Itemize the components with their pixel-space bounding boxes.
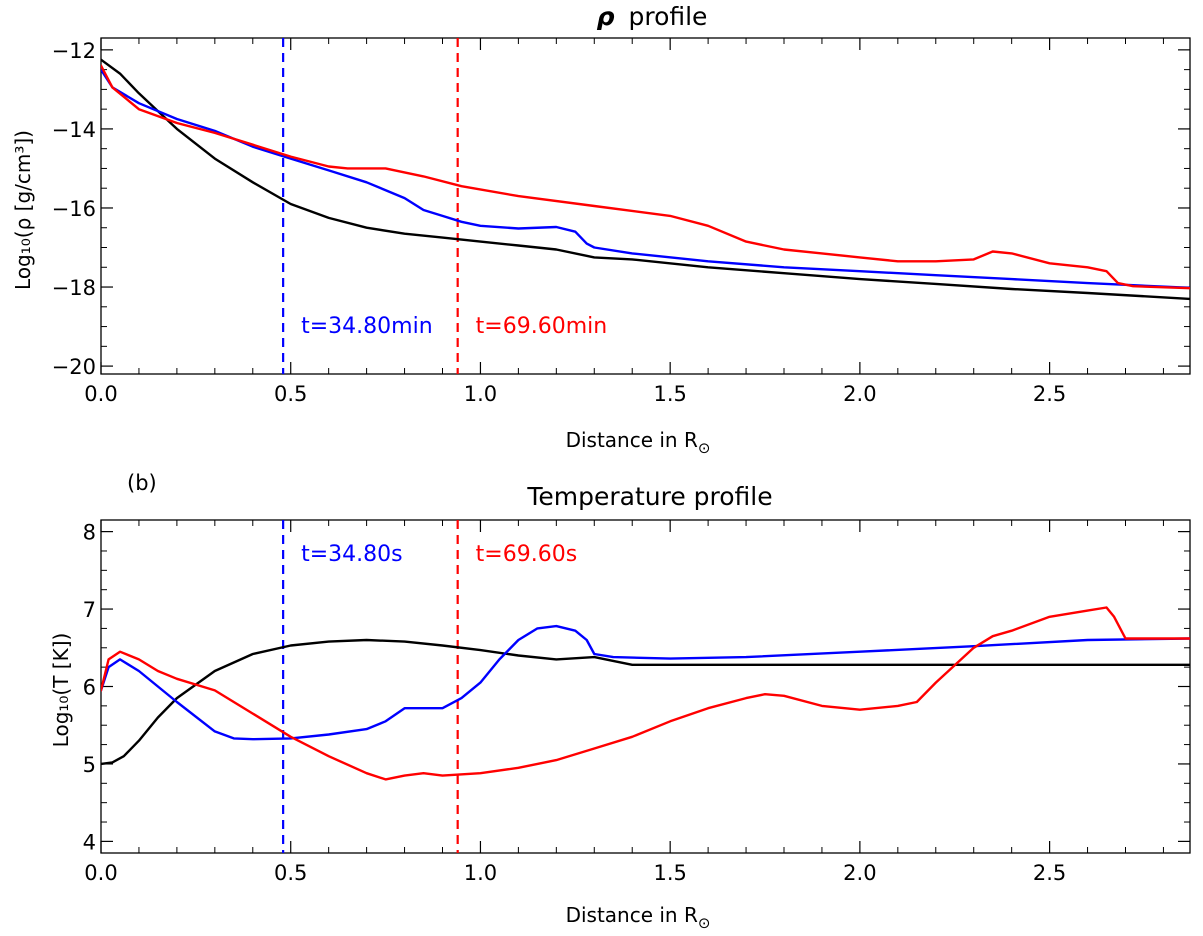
temperature-ytick-label: 4 — [83, 830, 96, 854]
density-xtick-label: 1.0 — [464, 382, 497, 406]
density-series-t-69-60min — [101, 64, 1190, 290]
density-time-label-1: t=34.80min — [301, 314, 433, 339]
temperature-ytick-label: 6 — [83, 676, 96, 700]
density-ytick-label: −20 — [52, 355, 96, 379]
density-ytick-label: −16 — [52, 197, 96, 221]
temperature-panel: (b) Temperature profile Log₁₀(T [K]) Dis… — [49, 471, 1191, 932]
temperature-xlabel-sun-symbol: ⊙ — [698, 914, 711, 932]
density-time-label-2: t=69.60min — [476, 314, 608, 339]
density-xlabel-text: Distance in R — [566, 428, 698, 452]
density-xtick-label: 1.5 — [653, 382, 686, 406]
density-panel: ρ profile Log₁₀(ρ [g/cm³]) Distance in R⊙… — [11, 2, 1191, 457]
density-ylabel-group: Log₁₀(ρ [g/cm³]) — [11, 130, 35, 290]
density-xtick-label: 0.0 — [84, 382, 117, 406]
temperature-series-initial — [101, 638, 1190, 766]
density-ytick-label: −18 — [52, 276, 96, 300]
density-xlabel-sun-symbol: ⊙ — [698, 439, 711, 457]
panel-b-tag: (b) — [127, 471, 157, 495]
temperature-series-t-69-60s — [101, 606, 1190, 781]
temperature-time-label-1: t=34.80s — [301, 542, 403, 567]
density-series-initial — [101, 58, 1190, 301]
temperature-ytick-label: 8 — [83, 521, 96, 545]
temperature-series-t-34-80s — [101, 624, 1190, 741]
temperature-ylabel-group: Log₁₀(T [K]) — [49, 633, 73, 748]
temperature-xtick-label: 0.5 — [274, 861, 307, 885]
density-title-text: profile — [628, 2, 707, 31]
density-xlabel: Distance in R⊙ — [566, 428, 711, 457]
temperature-xlabel-text: Distance in R — [566, 903, 698, 927]
temperature-frame — [100, 519, 1191, 854]
density-ytick-label: −12 — [52, 39, 96, 63]
density-series-t-34-80min — [101, 68, 1190, 289]
temperature-ylabel: Log₁₀(T [K]) — [49, 633, 73, 748]
temperature-xtick-label: 0.0 — [84, 861, 117, 885]
density-ylabel: Log₁₀(ρ [g/cm³]) — [11, 130, 35, 290]
temperature-title: Temperature profile — [526, 482, 772, 511]
temperature-xtick-label: 2.0 — [843, 861, 876, 885]
density-title: ρ profile — [597, 2, 708, 31]
temperature-ytick-label: 7 — [83, 598, 96, 622]
temperature-time-label-2: t=69.60s — [476, 542, 578, 567]
density-title-symbol: ρ — [597, 2, 615, 31]
density-xtick-label: 2.5 — [1033, 382, 1066, 406]
temperature-xtick-label: 2.5 — [1033, 861, 1066, 885]
temperature-plot-area: 0.0 0.5 1.0 1.5 2.0 2.5 4 5 6 7 8 t=34.80s t=69.60s — [83, 519, 1191, 885]
density-xtick-label: 2.0 — [843, 382, 876, 406]
density-frame — [100, 37, 1191, 375]
temperature-xtick-label: 1.0 — [464, 861, 497, 885]
temperature-ytick-label: 5 — [83, 753, 96, 777]
temperature-xlabel: Distance in R⊙ — [566, 903, 711, 932]
temperature-xtick-label: 1.5 — [653, 861, 686, 885]
density-plot-area: 0.0 0.5 1.0 1.5 2.0 2.5 −20 −18 −16 −14 −12 t=34.80… — [52, 37, 1191, 406]
density-ytick-label: −14 — [52, 118, 96, 142]
density-xtick-label: 0.5 — [274, 382, 307, 406]
